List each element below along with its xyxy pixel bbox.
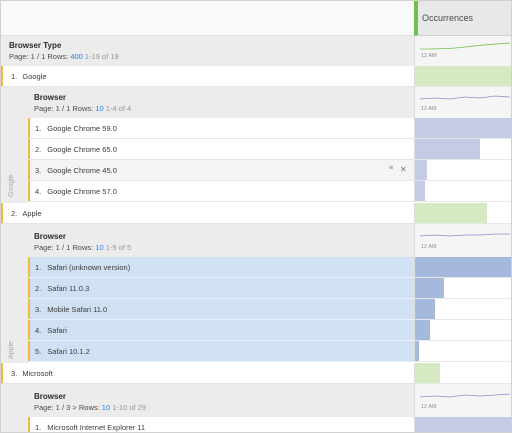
metric-cell xyxy=(414,341,511,362)
breakdown-gutter xyxy=(1,384,28,432)
metric-cell xyxy=(414,299,511,320)
metric-cell xyxy=(414,139,511,160)
root-sparkline: 12 AM xyxy=(414,36,511,66)
occurrence-bar xyxy=(415,278,445,298)
occurrence-bar xyxy=(415,320,430,340)
occurrence-bar xyxy=(415,257,511,277)
metric-cell xyxy=(414,257,511,278)
table-row[interactable]: 3. Google Chrome 45.0 ≡ ✕ xyxy=(28,160,414,181)
page-next-icon[interactable]: > xyxy=(72,403,77,412)
table-row[interactable]: 2. Safari 11.0.3 xyxy=(28,278,414,299)
rows-per-page-link[interactable]: 10 xyxy=(95,243,104,252)
breakdown-gutter: Google xyxy=(1,87,28,204)
dimension-pagination: Page: 1 / 1 Rows: 400 1-19 of 19 xyxy=(9,52,119,61)
close-icon[interactable]: ✕ xyxy=(400,165,407,174)
table-row[interactable]: 4. Google Chrome 57.0 xyxy=(28,181,414,202)
table-row[interactable]: 1. Google xyxy=(1,66,414,87)
rows-per-page-link[interactable]: 10 xyxy=(101,403,111,412)
occurrence-bar xyxy=(415,341,419,361)
metric-cell xyxy=(414,160,511,181)
table-row[interactable]: 1. Google Chrome 59.0 xyxy=(28,118,414,139)
occurrence-bar xyxy=(415,118,511,138)
occurrence-bar xyxy=(415,160,427,180)
occurrence-bar xyxy=(415,66,511,86)
metric-column-title: Occurrences xyxy=(422,13,474,23)
breakdown-dimension-header: Browser Page: 1 / 1 Rows: 10 1-5 of 5 xyxy=(28,224,414,257)
breakdown-dimension-header: Browser Page: 1 / 1 Rows: 10 1-4 of 4 xyxy=(28,87,414,118)
breakdown-sparkline: 12 AM xyxy=(414,224,511,257)
rows-per-page-link[interactable]: 10 xyxy=(95,104,104,113)
table-row[interactable]: 3. Microsoft xyxy=(1,363,414,384)
table-row[interactable]: 1. Microsoft Internet Explorer 11 xyxy=(28,417,414,432)
occurrence-bar xyxy=(415,181,425,201)
occurrence-bar xyxy=(415,363,441,383)
metric-cell xyxy=(414,320,511,341)
table-row[interactable]: 1. Safari (unknown version) xyxy=(28,257,414,278)
metric-cell xyxy=(414,278,511,299)
filter-icon[interactable]: ≡ xyxy=(389,165,394,172)
root-dimension-header: Browser Type Page: 1 / 1 Rows: 400 1-19 … xyxy=(1,36,414,66)
breakdown-gutter: Apple xyxy=(1,224,28,363)
metric-cell xyxy=(414,363,511,384)
metric-cell xyxy=(414,181,511,202)
sparkline-chart xyxy=(420,42,510,50)
occurrence-bar xyxy=(415,203,487,223)
table-row[interactable]: 2. Apple xyxy=(1,203,414,224)
breakdown-sparkline: 12 AM xyxy=(414,87,511,118)
metric-cell xyxy=(414,417,511,432)
rows-per-page-link[interactable]: 400 xyxy=(70,52,83,61)
table-row[interactable]: 2. Google Chrome 65.0 xyxy=(28,139,414,160)
occurrence-bar xyxy=(415,299,435,319)
metric-column-header[interactable]: Occurrences xyxy=(414,1,511,36)
metric-cell xyxy=(414,118,511,139)
table-row[interactable]: 3. Mobile Safari 11.0 xyxy=(28,299,414,320)
breakdown-sparkline: 12 AM xyxy=(414,384,511,417)
metric-cell xyxy=(414,66,511,87)
occurrence-bar xyxy=(415,417,511,432)
metric-cell xyxy=(414,203,511,224)
dimension-title: Browser Type xyxy=(9,41,62,50)
dimension-header xyxy=(1,1,414,36)
table-row[interactable]: 4. Safari xyxy=(28,320,414,341)
table-row[interactable]: 5. Safari 10.1.2 xyxy=(28,341,414,362)
occurrence-bar xyxy=(415,139,480,159)
breakdown-dimension-header: Browser Page: 1 / 3 > Rows: 10 1-10 of 2… xyxy=(28,384,414,417)
